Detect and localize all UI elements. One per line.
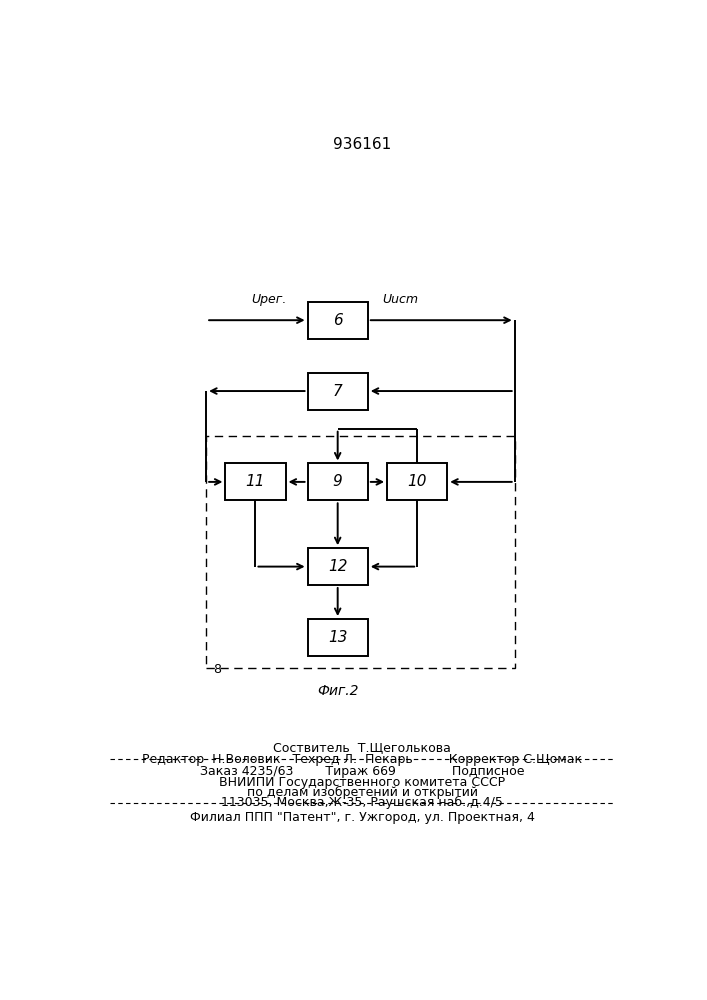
Text: 8: 8: [214, 663, 221, 676]
Bar: [387, 463, 448, 500]
Text: Uuсm: Uuсm: [382, 293, 419, 306]
Bar: [308, 463, 368, 500]
Text: по делам изобретений и открытий: по делам изобретений и открытий: [247, 786, 478, 799]
Text: 9: 9: [333, 474, 343, 489]
Bar: [206, 436, 515, 668]
Bar: [308, 302, 368, 339]
Text: 13: 13: [328, 630, 347, 645]
Text: 10: 10: [407, 474, 427, 489]
Text: Uрег.: Uрег.: [252, 293, 287, 306]
Bar: [226, 463, 286, 500]
Text: 6: 6: [333, 313, 343, 328]
Text: ВНИИПИ Государственного комитета СССР: ВНИИПИ Государственного комитета СССР: [219, 776, 506, 789]
Bar: [308, 548, 368, 585]
Text: 113035, Москва,Ж-35, Раушская наб.,д.4/5: 113035, Москва,Ж-35, Раушская наб.,д.4/5: [221, 796, 503, 809]
Bar: [308, 619, 368, 656]
Text: 11: 11: [246, 474, 265, 489]
Text: 936161: 936161: [333, 137, 392, 152]
Text: Фиг.2: Фиг.2: [317, 684, 358, 698]
Text: Редактор  Н.Воловик   Техред Л.  Пекарь         Корректор С.Щомак: Редактор Н.Воловик Техред Л. Пекарь Корр…: [142, 753, 583, 766]
Text: Заказ 4235/63        Тираж 669              Подписное: Заказ 4235/63 Тираж 669 Подписное: [200, 765, 525, 778]
Bar: [308, 373, 368, 410]
Text: Соствитель  Т.Щеголькова: Соствитель Т.Щеголькова: [274, 741, 451, 754]
Text: Филиал ППП "Патент", г. Ужгород, ул. Проектная, 4: Филиал ППП "Патент", г. Ужгород, ул. Про…: [190, 811, 534, 824]
Text: 12: 12: [328, 559, 347, 574]
Text: 7: 7: [333, 384, 343, 399]
